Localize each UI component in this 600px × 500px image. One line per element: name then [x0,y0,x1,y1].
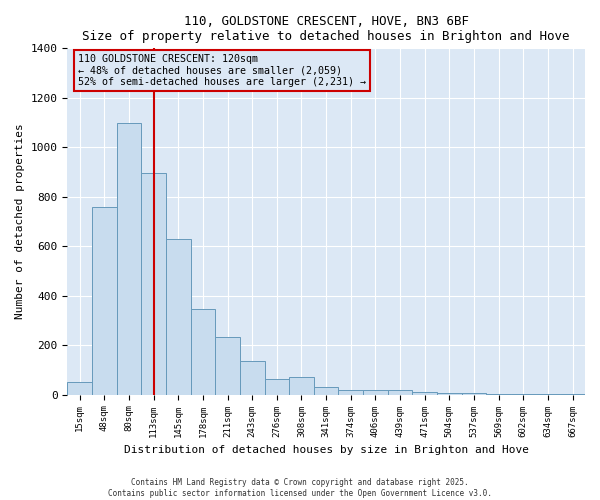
Bar [314,388,338,394]
Bar [191,310,215,394]
Bar [388,390,412,394]
Bar [363,390,388,394]
Text: 110 GOLDSTONE CRESCENT: 120sqm
← 48% of detached houses are smaller (2,059)
52% : 110 GOLDSTONE CRESCENT: 120sqm ← 48% of … [77,54,365,86]
Bar [240,362,265,394]
Bar [338,390,363,394]
Bar [166,239,191,394]
Title: 110, GOLDSTONE CRESCENT, HOVE, BN3 6BF
Size of property relative to detached hou: 110, GOLDSTONE CRESCENT, HOVE, BN3 6BF S… [82,15,570,43]
Bar [67,382,92,394]
Bar [215,336,240,394]
Text: Contains HM Land Registry data © Crown copyright and database right 2025.
Contai: Contains HM Land Registry data © Crown c… [108,478,492,498]
X-axis label: Distribution of detached houses by size in Brighton and Hove: Distribution of detached houses by size … [124,445,529,455]
Bar [412,392,437,394]
Bar [289,378,314,394]
Bar [265,378,289,394]
Y-axis label: Number of detached properties: Number of detached properties [15,124,25,320]
Bar [141,174,166,394]
Bar [437,392,462,394]
Bar [116,122,141,394]
Bar [92,206,116,394]
